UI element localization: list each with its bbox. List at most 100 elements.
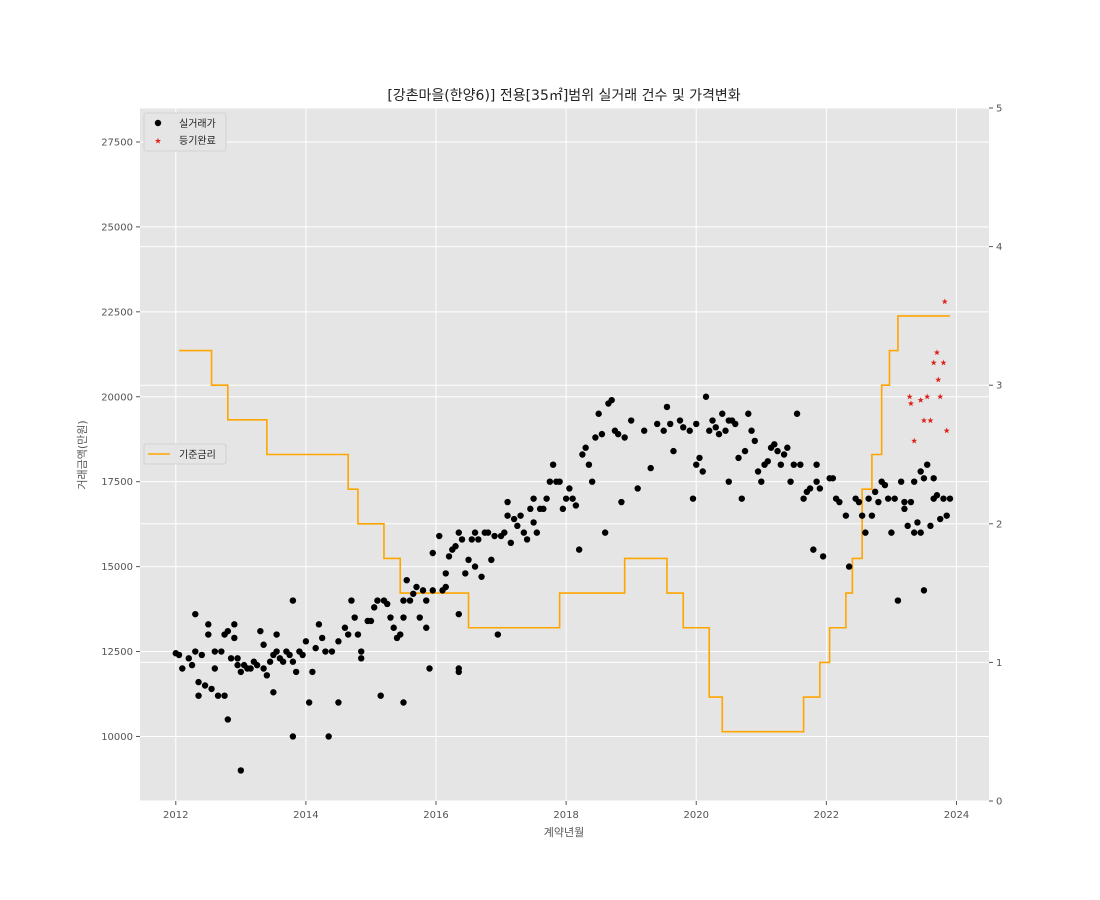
trade-point: [325, 733, 332, 740]
y-tick-label: 15000: [101, 562, 133, 573]
trade-point: [175, 651, 183, 659]
trade-point: [816, 485, 824, 492]
trade-point: [598, 430, 606, 438]
trade-point: [875, 498, 882, 506]
trade-point: [845, 563, 853, 570]
trade-point: [501, 529, 508, 536]
trade-point: [946, 495, 954, 502]
trade-point: [924, 461, 931, 468]
trade-point: [865, 495, 872, 502]
trade-point: [224, 716, 232, 723]
trade-point: [195, 692, 202, 699]
trade-point: [455, 668, 462, 676]
trade-point: [897, 478, 905, 485]
trade-point: [741, 447, 749, 455]
trade-point: [371, 604, 378, 611]
trade-point: [237, 668, 245, 676]
trade-point: [904, 522, 911, 530]
trade-point: [634, 485, 641, 492]
trade-point: [881, 481, 889, 489]
trade-point: [315, 621, 323, 628]
legend-label-trade: 실거래가: [179, 118, 216, 130]
y2-tick-label: 4: [996, 242, 1002, 253]
trade-point: [234, 661, 241, 669]
trade-point: [530, 519, 537, 526]
trade-point: [504, 512, 511, 519]
trade-point: [868, 512, 876, 519]
trade-point: [205, 621, 212, 628]
trade-point: [488, 556, 495, 564]
trade-point: [289, 597, 297, 604]
trade-point: [273, 648, 280, 655]
trade-point: [862, 529, 869, 536]
y2-tick-label: 0: [996, 797, 1002, 808]
trade-point: [260, 665, 267, 672]
trade-point: [706, 427, 713, 434]
trade-point: [221, 692, 228, 699]
trade-point: [266, 658, 274, 665]
trade-point: [201, 682, 209, 689]
trade-point: [719, 410, 726, 417]
trade-point: [468, 536, 475, 543]
trade-point: [234, 655, 241, 662]
trade-point: [302, 638, 310, 645]
trade-point: [358, 648, 365, 655]
y-tick-label: 27500: [101, 137, 133, 148]
trade-point: [758, 478, 765, 485]
y2-tick-label: 1: [996, 658, 1002, 669]
trade-point: [556, 478, 563, 485]
trade-point: [403, 576, 410, 584]
trade-point: [907, 498, 915, 506]
trade-point: [253, 661, 261, 669]
trade-point: [491, 532, 498, 540]
registered-point: [920, 417, 927, 424]
trade-point: [836, 498, 843, 506]
registered-point: [906, 393, 913, 400]
trade-point: [858, 512, 866, 519]
trade-point: [680, 424, 687, 431]
trade-point: [429, 549, 436, 557]
trade-point: [426, 665, 433, 672]
trade-point: [517, 512, 524, 519]
y-tick-label: 17500: [101, 477, 133, 488]
trade-point: [709, 417, 716, 424]
trade-point: [494, 631, 502, 638]
trade-point: [601, 529, 609, 536]
registered-series: [906, 298, 950, 444]
trade-point: [780, 451, 788, 458]
trade-point: [400, 597, 407, 604]
trade-point: [442, 570, 449, 577]
trade-point: [641, 427, 648, 434]
trade-point: [520, 529, 528, 536]
legend-marker-registered: [154, 137, 162, 144]
trade-point: [608, 396, 615, 404]
trade-point: [722, 427, 729, 434]
trade-point: [585, 461, 593, 468]
trade-point: [917, 468, 924, 475]
trade-point: [894, 597, 902, 604]
trade-point: [247, 665, 254, 672]
registered-point: [917, 396, 924, 403]
y2-tick-label: 2: [996, 519, 1002, 530]
trade-point: [689, 495, 697, 502]
trade-point: [384, 600, 391, 608]
trade-point: [462, 570, 469, 577]
trade-point: [543, 495, 550, 502]
trade-point: [471, 563, 479, 570]
trade-point: [410, 590, 417, 597]
trade-point: [354, 631, 362, 638]
trade-point: [787, 478, 794, 485]
trade-point: [715, 430, 723, 438]
trade-point: [198, 651, 205, 659]
y-tick-label: 25000: [101, 222, 133, 233]
trade-point: [693, 420, 700, 428]
y-tick-label: 22500: [101, 307, 133, 318]
trade-point: [188, 661, 196, 669]
trade-point: [299, 651, 306, 659]
x-tick-label: 2014: [293, 810, 318, 821]
trade-point: [940, 495, 947, 502]
y-axis-ticks: 10000 12500 15000 17500 20000 22500 25000 27500: [101, 137, 140, 743]
trade-point: [214, 692, 222, 699]
trade-point: [442, 583, 449, 591]
trade-point: [676, 417, 684, 424]
